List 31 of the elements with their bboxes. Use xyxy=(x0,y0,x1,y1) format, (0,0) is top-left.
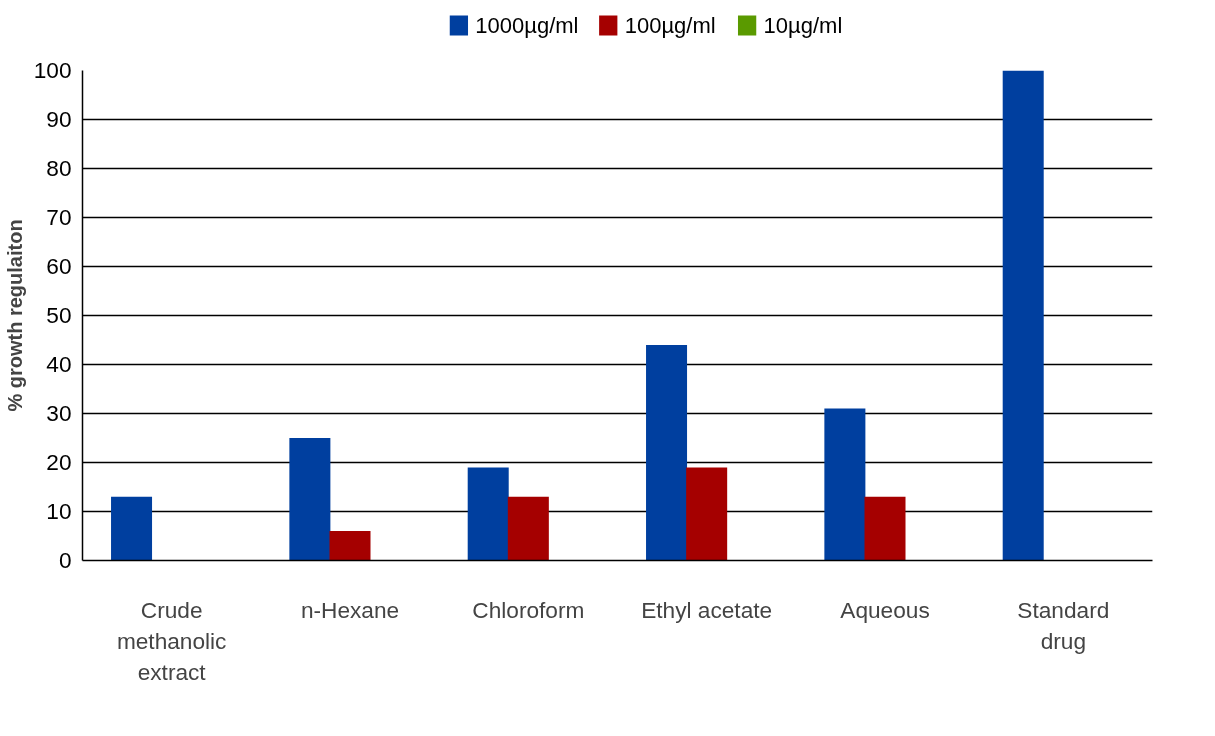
bar xyxy=(824,408,866,561)
x-tick-label: n-Hexane xyxy=(300,596,400,623)
bar xyxy=(111,496,153,561)
x-tick-label: Ethyl acetate xyxy=(641,596,773,623)
legend-label: 1000µg/ml xyxy=(475,13,579,38)
x-tick-label: Standard drug xyxy=(1017,596,1110,654)
y-axis-title: % growth regulaiton xyxy=(3,219,26,412)
y-tick-label: 20 xyxy=(46,449,72,475)
bar xyxy=(329,531,371,561)
bar xyxy=(864,496,906,561)
y-tick-label: 60 xyxy=(46,253,72,279)
bar xyxy=(1002,70,1044,561)
legend-label: 100µg/ml xyxy=(624,13,716,38)
legend-label: 10µg/ml xyxy=(763,13,843,38)
y-tick-label: 90 xyxy=(46,106,72,132)
bar xyxy=(289,438,331,561)
y-tick-label: 80 xyxy=(46,155,72,181)
x-tick-label: Crude methanolic extract xyxy=(116,596,227,685)
bar xyxy=(686,467,728,561)
y-tick-label: 50 xyxy=(46,302,72,328)
x-tick-label: Aqueous xyxy=(840,596,930,623)
y-tick-label: 70 xyxy=(46,204,72,230)
y-tick-label: 10 xyxy=(46,498,72,524)
y-tick-label: 100 xyxy=(33,57,72,83)
y-tick-label: 0 xyxy=(58,547,72,573)
y-tick-label: 30 xyxy=(46,400,72,426)
bar xyxy=(467,467,509,561)
bar xyxy=(507,496,549,561)
x-tick-label: Chloroform xyxy=(472,596,585,623)
bar xyxy=(646,344,688,561)
y-tick-label: 40 xyxy=(46,351,72,377)
